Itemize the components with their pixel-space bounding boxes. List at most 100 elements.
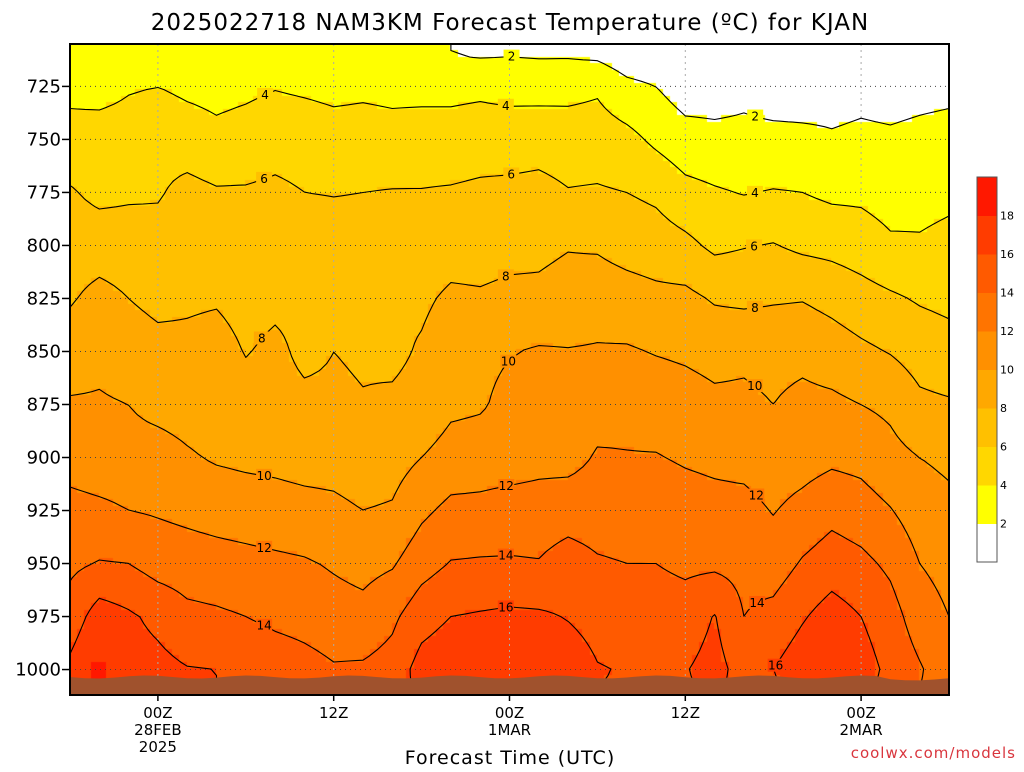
contour-label-bg	[503, 49, 520, 63]
contour-label-bg	[746, 239, 763, 253]
colorbar-swatch	[977, 292, 997, 332]
contour-label: 2	[751, 110, 759, 124]
contour-label: 14	[256, 619, 271, 633]
colorbar-swatch	[977, 215, 997, 255]
x-tick-label: 12Z	[671, 704, 700, 722]
contour-10	[69, 342, 950, 511]
contour-label: 6	[750, 239, 758, 253]
x-tick-label: 2025	[139, 738, 177, 756]
contour-4	[69, 86, 950, 233]
contour-label: 4	[502, 99, 510, 113]
contour-label-bg	[503, 167, 520, 181]
contour-label: 2	[508, 50, 516, 64]
contour-label-bg	[747, 109, 764, 123]
colorbar-swatch	[977, 446, 997, 486]
contour-label-bg	[497, 269, 514, 283]
contour-label-bg	[748, 488, 765, 502]
x-tick-label: 28FEB	[134, 721, 181, 739]
colorbar-tick-label: 12	[1000, 325, 1014, 338]
contour-label: 12	[749, 489, 764, 503]
x-tick-label: 1MAR	[488, 721, 531, 739]
colorbar-tick-label: 16	[1000, 248, 1014, 261]
contour-label: 8	[751, 301, 759, 315]
x-tick-label: 12Z	[319, 704, 348, 722]
contour-label: 12	[256, 541, 271, 555]
contour-label: 6	[507, 167, 515, 181]
contour-label-bg	[767, 658, 784, 672]
gridlines	[70, 44, 949, 695]
contour-label-bg	[746, 300, 763, 314]
colorbar-tick-label: 2	[1000, 518, 1007, 531]
colorbar-swatch	[977, 254, 997, 293]
y-tick-label: 950	[27, 554, 61, 575]
contour-label-bg	[746, 379, 763, 393]
colorbar-swatch	[977, 523, 997, 563]
y-tick-label: 875	[27, 394, 61, 415]
contour-label-bg	[253, 331, 270, 345]
y-tick-label: 825	[27, 288, 61, 309]
y-tick-label: 800	[27, 235, 61, 256]
contour-label-bg	[256, 171, 273, 185]
x-tick-label: 00Z	[846, 704, 875, 722]
colorbar-legend: 2 4 6 8 10 12 14 16 18	[976, 176, 1014, 563]
contour-label-bg	[498, 479, 515, 493]
y-tick-label: 975	[27, 607, 61, 628]
colorbar-swatch	[977, 485, 997, 524]
contour-label-bg	[257, 87, 274, 101]
x-axis-label: Forecast Time (UTC)	[405, 747, 615, 768]
colorbar-swatch	[977, 369, 997, 409]
contour-label-bg	[256, 618, 273, 632]
x-tick-label: 00Z	[495, 704, 524, 722]
y-tick-label: 1000	[15, 660, 61, 681]
colorbar-swatch	[977, 331, 997, 370]
contour-label: 6	[260, 172, 268, 186]
contour-label: 10	[747, 379, 762, 393]
plot-area: 2 2 4 4 4 6 6 6 8 8 8 10 10 10 12 12 12 14 14 14 16 16	[69, 43, 950, 696]
contour-label: 12	[499, 479, 514, 493]
colorbar-frame	[976, 176, 998, 563]
chart-title: 2025022718 NAM3KM Forecast Temperature (…	[151, 10, 869, 36]
colorbar-tick-label: 18	[1000, 210, 1014, 223]
x-tick-label: 2MAR	[840, 721, 883, 739]
contour-label-bg	[256, 540, 273, 554]
ground-surface	[70, 675, 949, 695]
contour-label: 4	[751, 186, 759, 200]
axes: 725 750 775 800 825 850 875 900 925 950 975 1000 00Z…	[15, 43, 950, 756]
x-tick-label: 00Z	[143, 704, 172, 722]
contour-label: 4	[261, 88, 269, 102]
y-tick-label: 925	[27, 501, 61, 522]
contour-label: 16	[498, 600, 513, 614]
contour-6	[69, 169, 950, 320]
colorbar-tick-label: 10	[1000, 364, 1014, 377]
y-tick-label: 725	[27, 76, 61, 97]
contour-label: 14	[498, 549, 513, 563]
colorbar-tick-label: 14	[1000, 287, 1014, 300]
contour-label: 14	[749, 596, 764, 610]
contour-12	[69, 446, 950, 618]
contour-label-bg	[497, 548, 514, 562]
contour-label: 10	[501, 355, 516, 369]
contour-2	[450, 43, 950, 130]
contour-label: 8	[502, 269, 510, 283]
contour-label-bg	[500, 354, 517, 368]
colorbar-tick-label: 8	[1000, 402, 1007, 415]
colorbar-tick-label: 4	[1000, 479, 1007, 492]
contour-label: 16	[768, 659, 783, 673]
contour-lines: 2 2 4 4 4 6 6 6 8 8 8 10 10 10 12 12 12 14 14 14 16 16	[69, 43, 950, 696]
site-credit[interactable]: coolwx.com/models	[851, 744, 1016, 762]
y-tick-label: 850	[27, 341, 61, 362]
contour-label-bg	[497, 98, 514, 112]
colorbar-tick-label: 6	[1000, 441, 1007, 454]
contour-label-bg	[497, 600, 514, 614]
contour-label: 10	[256, 469, 271, 483]
y-tick-label: 900	[27, 448, 61, 469]
contour-label-bg	[746, 185, 763, 199]
ground-fill	[70, 675, 949, 695]
y-tick-label: 775	[27, 182, 61, 203]
contour-label-bg	[256, 468, 273, 482]
colorbar-swatch	[977, 177, 997, 216]
colorbar-swatch	[977, 408, 997, 447]
contour-label-bg	[749, 595, 766, 609]
